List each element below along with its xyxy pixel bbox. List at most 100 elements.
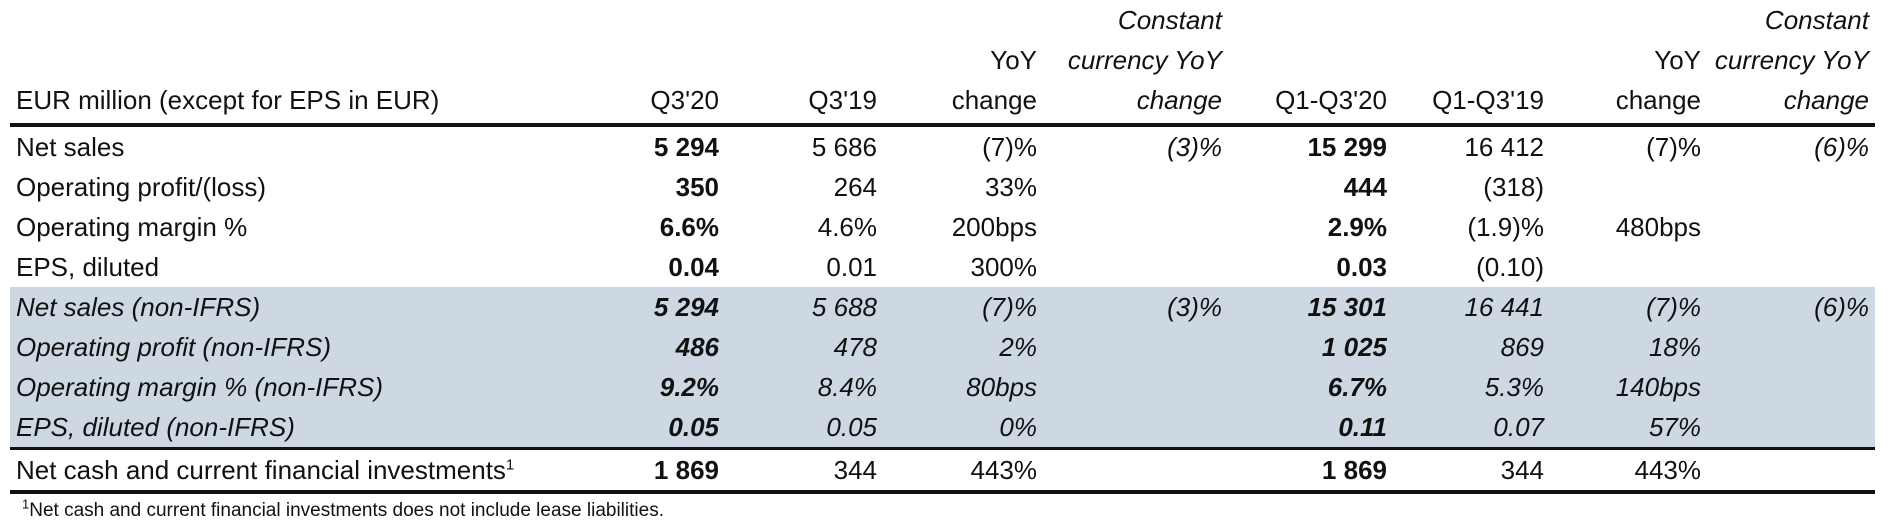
header-cc-line1: Constant bbox=[1117, 5, 1222, 35]
header-cc2-line2: currency YoY bbox=[1714, 45, 1869, 75]
header-label: EUR million (except for EPS in EUR) bbox=[16, 85, 440, 115]
cell-yoy: (7)% bbox=[982, 132, 1037, 162]
table-row-non-ifrs: EPS, diluted (non-IFRS) 0.05 0.05 0% 0.1… bbox=[10, 407, 1875, 449]
cell-ytd-constant-currency bbox=[1707, 207, 1875, 247]
row-label: EPS, diluted bbox=[16, 252, 160, 282]
cell-yoy: 200bps bbox=[951, 212, 1037, 242]
cell-constant-currency bbox=[1043, 167, 1228, 207]
cell-ytd-yoy: (7)% bbox=[1550, 287, 1707, 327]
cell-ytd-yoy: 443% bbox=[1634, 455, 1702, 485]
cell-constant-currency bbox=[1043, 449, 1228, 493]
row-label: Operating profit/(loss) bbox=[16, 172, 266, 202]
table-row: Operating profit/(loss) 350 264 33% 444 … bbox=[10, 167, 1875, 207]
key-figures-table: EUR million (except for EPS in EUR) Q3'2… bbox=[10, 0, 1875, 494]
table-row: Operating margin % 6.6% 4.6% 200bps 2.9%… bbox=[10, 207, 1875, 247]
cell-q3-19: 478 bbox=[725, 327, 883, 367]
cell-q1-q3-19: 869 bbox=[1393, 327, 1550, 367]
cell-yoy: 443% bbox=[970, 455, 1038, 485]
cell-q1-q3-19: 16 441 bbox=[1393, 287, 1550, 327]
table-row-net-cash: Net cash and current financial investmen… bbox=[10, 448, 1875, 493]
cell-q3-19: 5 688 bbox=[725, 287, 883, 327]
cell-ytd-constant-currency bbox=[1707, 327, 1875, 367]
cell-ytd-yoy bbox=[1550, 167, 1707, 207]
table-row: EPS, diluted 0.04 0.01 300% 0.03 (0.10) bbox=[10, 247, 1875, 287]
cell-q3-20: 350 bbox=[675, 172, 719, 202]
cell-ytd-yoy: (7)% bbox=[1646, 132, 1701, 162]
cell-ytd-yoy: 18% bbox=[1550, 327, 1707, 367]
header-q3-20: Q3'20 bbox=[650, 85, 719, 115]
cell-constant-currency: (3)% bbox=[1043, 287, 1228, 327]
cell-q3-19: 344 bbox=[833, 455, 877, 485]
cell-ytd-constant-currency: (6)% bbox=[1707, 287, 1875, 327]
table-row-non-ifrs: Operating profit (non-IFRS) 486 478 2% 1… bbox=[10, 327, 1875, 367]
row-label: Net sales (non-IFRS) bbox=[10, 287, 570, 327]
cell-q1-q3-19: (318) bbox=[1483, 172, 1544, 202]
footnote: 1Net cash and current financial investme… bbox=[22, 496, 664, 522]
cell-constant-currency bbox=[1043, 247, 1228, 287]
cell-yoy: 80bps bbox=[883, 367, 1043, 407]
header-q1-q3-20: Q1-Q3'20 bbox=[1275, 85, 1387, 115]
cell-q3-20: 0.04 bbox=[668, 252, 719, 282]
header-cc2-line3: change bbox=[1783, 85, 1869, 115]
cell-constant-currency: (3)% bbox=[1167, 132, 1222, 162]
cell-q1-q3-19: 5.3% bbox=[1393, 367, 1550, 407]
cell-q3-20: 486 bbox=[570, 327, 725, 367]
cell-yoy: 2% bbox=[883, 327, 1043, 367]
row-label: Net cash and current financial investmen… bbox=[10, 449, 570, 493]
cell-yoy: 33% bbox=[984, 172, 1037, 202]
cell-q3-20: 0.05 bbox=[570, 407, 725, 449]
cell-yoy: 300% bbox=[970, 252, 1038, 282]
header-constant-currency: Constant currency YoY change bbox=[1043, 0, 1228, 125]
cell-q1-q3-20: 444 bbox=[1343, 172, 1387, 202]
footnote-number: 1 bbox=[22, 496, 30, 512]
header-yoy-change: YoY change bbox=[883, 0, 1043, 125]
cell-q1-q3-19: 0.07 bbox=[1393, 407, 1550, 449]
cell-q3-20: 9.2% bbox=[570, 367, 725, 407]
cell-ytd-constant-currency bbox=[1707, 407, 1875, 449]
row-label-text: Net cash and current financial investmen… bbox=[16, 455, 506, 485]
cell-q3-19: 264 bbox=[833, 172, 877, 202]
header-yoy2-line2: change bbox=[1615, 85, 1701, 115]
cell-q1-q3-19: (0.10) bbox=[1476, 252, 1544, 282]
cell-ytd-yoy bbox=[1550, 247, 1707, 287]
cell-q3-20: 1 869 bbox=[653, 455, 719, 485]
header-yoy-line1: YoY bbox=[990, 45, 1037, 75]
footnote-text: Net cash and current financial investmen… bbox=[29, 500, 664, 521]
cell-constant-currency bbox=[1043, 367, 1228, 407]
header-yoy-line2: change bbox=[951, 85, 1037, 115]
cell-constant-currency bbox=[1043, 407, 1228, 449]
table-row-non-ifrs: Net sales (non-IFRS) 5 294 5 688 (7)% (3… bbox=[10, 287, 1875, 327]
cell-q1-q3-19: 344 bbox=[1500, 455, 1544, 485]
cell-q1-q3-20: 15 299 bbox=[1307, 132, 1387, 162]
cell-ytd-yoy: 140bps bbox=[1550, 367, 1707, 407]
header-cc-line2: currency YoY bbox=[1067, 45, 1222, 75]
cell-ytd-constant-currency bbox=[1707, 167, 1875, 207]
cell-q1-q3-20: 2.9% bbox=[1327, 212, 1387, 242]
cell-constant-currency bbox=[1043, 327, 1228, 367]
cell-ytd-constant-currency bbox=[1707, 367, 1875, 407]
header-yoy2-line1: YoY bbox=[1654, 45, 1701, 75]
cell-q1-q3-20: 15 301 bbox=[1228, 287, 1393, 327]
cell-q3-19: 8.4% bbox=[725, 367, 883, 407]
cell-q1-q3-20: 1 025 bbox=[1228, 327, 1393, 367]
cell-q3-19: 4.6% bbox=[817, 212, 877, 242]
row-label: Operating margin % bbox=[16, 212, 248, 242]
cell-ytd-yoy: 480bps bbox=[1615, 212, 1701, 242]
cell-ytd-constant-currency: (6)% bbox=[1814, 132, 1869, 162]
row-label: Operating profit (non-IFRS) bbox=[10, 327, 570, 367]
cell-ytd-yoy: 57% bbox=[1550, 407, 1707, 449]
cell-yoy: (7)% bbox=[883, 287, 1043, 327]
header-ytd-constant-currency: Constant currency YoY change bbox=[1707, 0, 1875, 125]
cell-q1-q3-19: 16 412 bbox=[1464, 132, 1544, 162]
cell-q3-19: 0.01 bbox=[826, 252, 877, 282]
cell-q3-20: 6.6% bbox=[659, 212, 719, 242]
cell-q3-19: 0.05 bbox=[725, 407, 883, 449]
cell-q1-q3-20: 1 869 bbox=[1321, 455, 1387, 485]
cell-q1-q3-20: 6.7% bbox=[1228, 367, 1393, 407]
row-label: Operating margin % (non-IFRS) bbox=[10, 367, 570, 407]
cell-yoy: 0% bbox=[883, 407, 1043, 449]
cell-q3-20: 5 294 bbox=[570, 287, 725, 327]
table-header-row: EUR million (except for EPS in EUR) Q3'2… bbox=[10, 0, 1875, 125]
table-row-non-ifrs: Operating margin % (non-IFRS) 9.2% 8.4% … bbox=[10, 367, 1875, 407]
